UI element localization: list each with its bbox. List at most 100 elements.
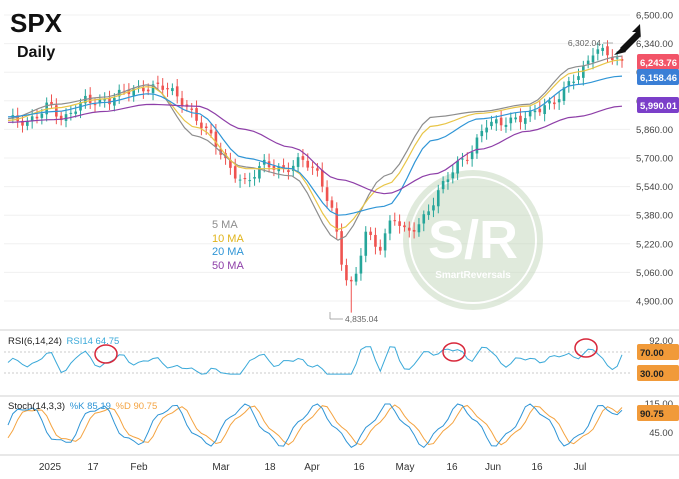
candle-body bbox=[383, 233, 387, 251]
candle-body bbox=[253, 177, 256, 179]
x-tick-label: May bbox=[396, 462, 415, 473]
candle-body bbox=[142, 87, 145, 92]
candle-body bbox=[180, 98, 184, 107]
candle-body bbox=[378, 246, 382, 251]
candle-body bbox=[533, 110, 537, 113]
price-tick-label: 5,060.00 bbox=[636, 268, 673, 279]
candle-body bbox=[248, 180, 252, 182]
price-tick-label: 5,700.00 bbox=[636, 154, 673, 165]
candle-body bbox=[59, 115, 63, 121]
candle-body bbox=[156, 82, 160, 84]
candle-body bbox=[403, 225, 406, 228]
candle-body bbox=[553, 102, 556, 105]
candle-body bbox=[461, 158, 464, 160]
overbought-circle bbox=[574, 338, 598, 358]
candle-body bbox=[282, 165, 285, 170]
ma5-line bbox=[7, 55, 623, 241]
candle-body bbox=[417, 224, 421, 233]
candle-body bbox=[272, 165, 276, 170]
candle-body bbox=[204, 126, 208, 129]
rsi-label: RSI(6,14,24) bbox=[8, 336, 62, 347]
candle-body bbox=[524, 118, 527, 124]
price-tick-label: 6,340.00 bbox=[636, 39, 673, 50]
stoch-k-label: %K 85.19 bbox=[69, 401, 111, 412]
candle-body bbox=[40, 113, 44, 118]
candle-body bbox=[436, 190, 440, 207]
candle-body bbox=[316, 168, 319, 171]
rsi-70-badge: 70.00 bbox=[640, 348, 664, 359]
candle-body bbox=[465, 159, 469, 161]
candle-body bbox=[557, 99, 561, 103]
candle-body bbox=[422, 214, 426, 224]
stoch-pane-label: Stoch(14,3,3) %K 85.19 %D 90.75 bbox=[8, 401, 157, 412]
candle-body bbox=[567, 81, 571, 86]
candle-body bbox=[499, 117, 503, 126]
stoch-tick-label: 115.00 bbox=[645, 399, 673, 410]
x-tick-label: Mar bbox=[212, 462, 230, 473]
candle-body bbox=[296, 157, 300, 167]
stoch-tick-label: 45.00 bbox=[649, 428, 673, 439]
candle-body bbox=[586, 60, 590, 65]
candle-body bbox=[485, 127, 488, 133]
candle-body bbox=[64, 114, 68, 121]
x-tick-label: 16 bbox=[353, 462, 365, 473]
high-annotation-label: 6,302.04 bbox=[568, 38, 601, 48]
candle-body bbox=[441, 181, 445, 190]
candle-body bbox=[16, 115, 19, 122]
candle-body bbox=[325, 187, 329, 201]
candle-body bbox=[243, 178, 247, 180]
candle-body bbox=[190, 108, 194, 110]
candle-body bbox=[577, 76, 580, 80]
last-price-badge-bg bbox=[637, 54, 679, 70]
candle-body bbox=[528, 110, 532, 117]
ma20-badge: 6,158.46 bbox=[640, 73, 677, 84]
x-tick-label: 18 bbox=[264, 462, 276, 473]
watermark-logo-text: S/R bbox=[428, 210, 518, 270]
rsi-30-badge: 30.00 bbox=[640, 369, 664, 380]
ma10-line bbox=[7, 59, 623, 231]
candle-body bbox=[601, 47, 604, 51]
x-tick-label: 16 bbox=[446, 462, 458, 473]
candle-body bbox=[393, 220, 397, 222]
candle-body bbox=[209, 129, 213, 134]
x-tick-label: Jun bbox=[485, 462, 501, 473]
legend-ma20: 20 MA bbox=[212, 246, 244, 258]
candle-body bbox=[287, 170, 290, 173]
candle-body bbox=[74, 111, 77, 114]
x-tick-label: 2025 bbox=[39, 462, 62, 473]
down-arrow-icon bbox=[620, 24, 641, 52]
candle-body bbox=[374, 234, 377, 247]
candle-body bbox=[108, 98, 111, 105]
candle-body bbox=[582, 65, 585, 78]
candle-body bbox=[345, 265, 348, 281]
candle-body bbox=[151, 84, 155, 93]
overbought-circle bbox=[94, 344, 118, 364]
legend-ma50: 50 MA bbox=[212, 259, 244, 272]
last-price-badge: 6,243.76 bbox=[640, 58, 677, 69]
ma50-badge: 5,990.01 bbox=[640, 101, 678, 112]
candle-body bbox=[388, 220, 392, 234]
candle-body bbox=[161, 85, 165, 90]
price-tick-label: 5,540.00 bbox=[636, 182, 673, 193]
candle-body bbox=[572, 81, 575, 83]
rsi-pane-label: RSI(6,14,24) RSI14 64.75 bbox=[8, 336, 119, 347]
candle-body bbox=[615, 57, 619, 59]
candle-body bbox=[195, 108, 198, 121]
candle-body bbox=[35, 116, 39, 119]
stoch-label: Stoch(14,3,3) bbox=[8, 401, 66, 412]
candle-body bbox=[340, 231, 343, 265]
price-tick-label: 6,500.00 bbox=[636, 11, 673, 22]
chart-subtitle: Daily bbox=[17, 44, 56, 61]
candle-body bbox=[432, 205, 435, 211]
ma20-badge-bg bbox=[637, 69, 679, 85]
candle-body bbox=[320, 169, 324, 187]
candle-body bbox=[26, 121, 29, 126]
candle-body bbox=[369, 231, 372, 235]
candle-body bbox=[171, 88, 174, 92]
candle-body bbox=[606, 46, 609, 56]
candle-body bbox=[146, 89, 150, 92]
candle-body bbox=[200, 122, 203, 129]
ma50-badge-bg bbox=[637, 97, 679, 113]
